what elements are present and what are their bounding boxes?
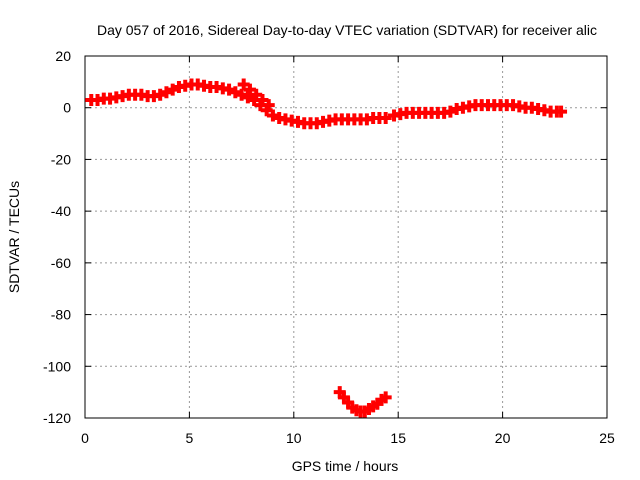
y-tick-label: -20: [51, 151, 71, 167]
data-point: [237, 78, 250, 91]
x-tick-label: 5: [186, 430, 194, 446]
data-point: [262, 99, 275, 112]
chart-title: Day 057 of 2016, Sidereal Day-to-day VTE…: [97, 22, 597, 38]
x-axis-label: GPS time / hours: [292, 458, 399, 474]
axis-ticks: [84, 55, 608, 419]
data-point: [223, 83, 236, 96]
x-tick-label: 10: [286, 430, 302, 446]
y-tick-label: -60: [51, 255, 71, 271]
y-tick-label: 0: [63, 100, 71, 116]
data-point: [154, 88, 167, 101]
y-tick-label: -120: [43, 410, 71, 426]
grid: [85, 56, 607, 418]
x-tick-label: 0: [81, 430, 89, 446]
data-point: [241, 91, 254, 104]
plot-frame: [84, 55, 608, 419]
data-point: [256, 93, 269, 106]
data-point: [243, 83, 256, 96]
x-tick-label: 20: [495, 430, 511, 446]
y-axis-label: SDTVAR / TECUs: [6, 181, 22, 293]
data-point: [444, 105, 457, 118]
y-tick-label: -40: [51, 203, 71, 219]
data-point: [379, 391, 392, 404]
x-tick-labels: 0 5 10 15 20 25: [81, 430, 615, 446]
data-point: [160, 86, 173, 99]
data-points: [85, 78, 568, 418]
y-tick-label: -80: [51, 307, 71, 323]
data-point: [250, 88, 263, 101]
data-point: [379, 112, 392, 125]
data-point: [229, 86, 242, 99]
data-point: [235, 88, 248, 101]
data-point: [166, 83, 179, 96]
data-point: [555, 105, 568, 118]
x-tick-label: 25: [599, 430, 615, 446]
y-tick-label: -100: [43, 358, 71, 374]
y-tick-labels: 20 0 -20 -40 -60 -80 -100 -120: [43, 48, 71, 426]
y-tick-label: 20: [55, 48, 71, 64]
x-tick-label: 15: [390, 430, 406, 446]
data-point: [266, 109, 279, 122]
